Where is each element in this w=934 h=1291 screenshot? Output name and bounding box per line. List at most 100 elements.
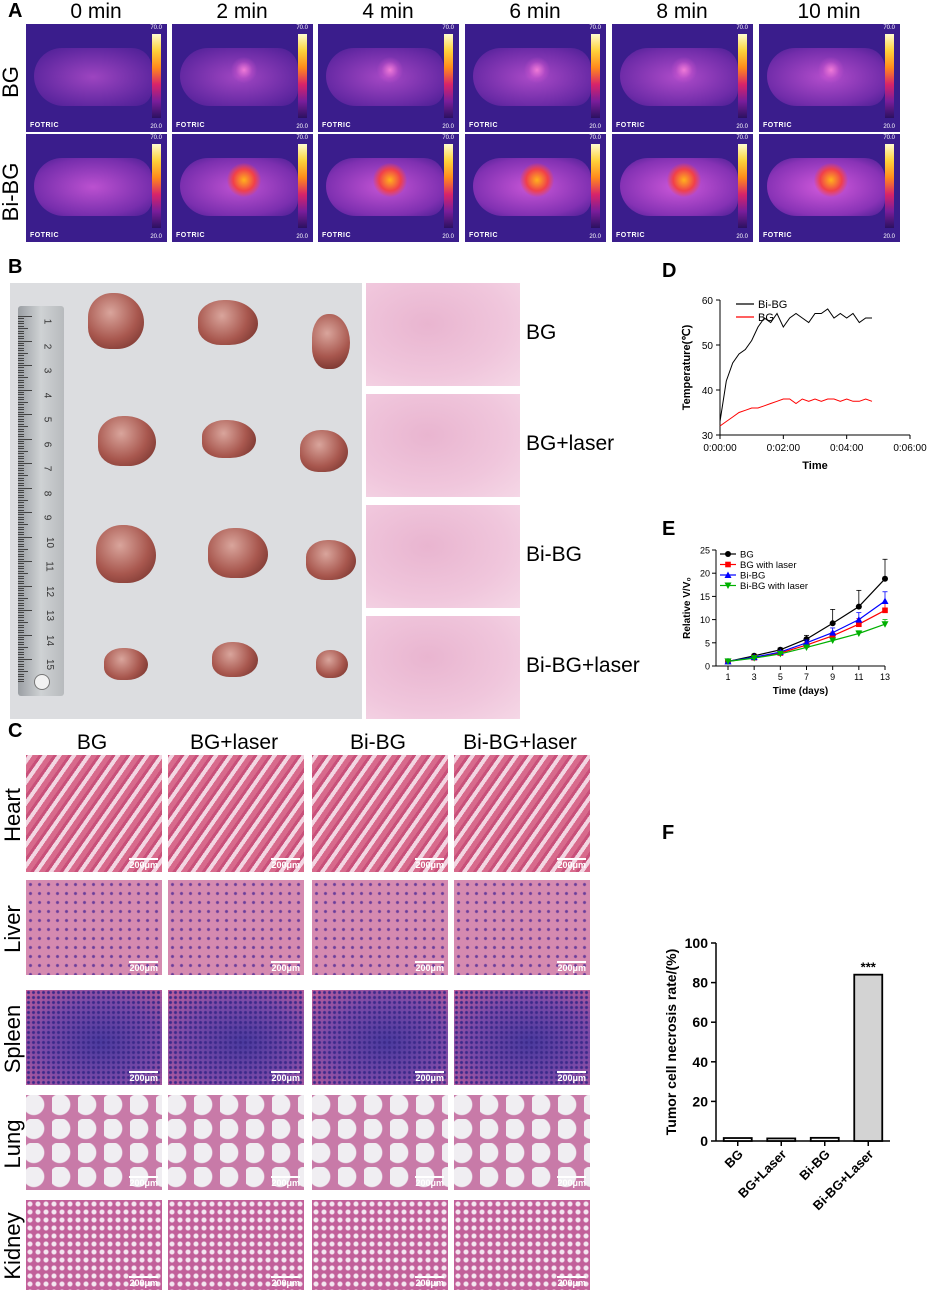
ruler-tick <box>18 538 24 540</box>
brand-text: FOTRIC <box>322 122 352 129</box>
ruler-tick <box>18 350 24 352</box>
lung-tissue: 200μm <box>26 1095 162 1190</box>
ruler-tick <box>18 333 24 335</box>
brand-text: FOTRIC <box>763 232 793 239</box>
ruler-tick <box>18 622 28 624</box>
scale-min: 20.0 <box>296 124 308 130</box>
ruler-number: 5 <box>41 416 53 423</box>
ruler-tick <box>18 463 32 464</box>
y-tick-label: 80 <box>692 975 708 991</box>
he-section <box>366 616 520 719</box>
color-scale <box>885 34 894 118</box>
ruler-tick <box>18 629 24 631</box>
scale-bar: 200μm <box>271 858 300 870</box>
ruler-tick <box>18 357 24 359</box>
color-scale <box>298 34 307 118</box>
ruler-tick <box>18 632 24 634</box>
ruler-number: 7 <box>41 465 53 472</box>
tumor-specimen <box>198 300 258 345</box>
thermal-image: 70.0 20.0 FOTRIC <box>172 134 313 242</box>
brand-text: FOTRIC <box>176 122 206 129</box>
ruler-tick <box>18 649 24 651</box>
ruler-tick <box>18 394 24 396</box>
panel-b-label: B <box>8 256 23 278</box>
ruler-tick <box>18 619 24 621</box>
x-tick-label: 0:00:00 <box>703 443 737 454</box>
scale-max: 70.0 <box>150 135 162 141</box>
thermal-image: 70.0 20.0 FOTRIC <box>465 134 606 242</box>
x-tick-label: Bi-BG <box>796 1147 833 1184</box>
scale-bar: 200μm <box>271 1176 300 1188</box>
ruler-tick <box>18 389 32 391</box>
ruler-tick <box>18 663 24 665</box>
ruler-tick <box>18 514 24 516</box>
ruler-tick <box>18 595 24 597</box>
ruler-tick <box>18 524 28 526</box>
tumor-photo <box>10 283 362 719</box>
ruler-tick <box>18 445 24 447</box>
x-axis-title: Time <box>802 460 827 472</box>
scale-bar: 200μm <box>415 1071 444 1083</box>
spleen-tissue: 200μm <box>312 990 448 1085</box>
time-label: 8 min <box>656 0 708 23</box>
ruler-number: 11 <box>43 561 55 572</box>
tumor-specimen <box>300 430 348 472</box>
ruler-tick <box>18 634 32 636</box>
ruler-tick <box>18 438 32 440</box>
ruler-hole <box>34 674 50 690</box>
ruler-tick <box>18 651 24 653</box>
data-point <box>829 629 837 636</box>
ruler-tick <box>18 406 24 408</box>
scale-min: 20.0 <box>296 234 308 240</box>
x-tick-label: 3 <box>752 672 757 682</box>
x-tick-label: 0:04:00 <box>830 443 864 454</box>
temperature-chart: 30 40 50 60 0:00:00 0:02:00 0:04:00 0:06:00 Time… <box>681 296 927 472</box>
thermal-image: 70.0 20.0 FOTRIC <box>759 134 900 242</box>
ruler-tick <box>18 551 24 553</box>
liver-tissue: 200μm <box>26 880 162 975</box>
ruler-number: 6 <box>41 441 53 447</box>
ruler-tick <box>18 578 24 580</box>
color-scale <box>885 144 894 228</box>
ruler-number: 15 <box>44 658 56 671</box>
ruler-tick <box>18 676 24 678</box>
y-tick-label: 20 <box>700 569 710 579</box>
ruler-tick <box>18 379 24 381</box>
data-point <box>855 603 862 610</box>
data-point <box>829 637 837 644</box>
scale-max: 70.0 <box>883 25 895 31</box>
data-point <box>776 650 784 658</box>
ruler-tick <box>18 404 24 406</box>
color-scale <box>444 144 453 228</box>
scale-bar: 200μm <box>271 1071 300 1083</box>
ruler-tick <box>18 516 24 518</box>
ruler-tick <box>18 570 24 572</box>
ruler-tick <box>18 487 32 489</box>
time-label: 10 min <box>797 0 861 23</box>
ruler-tick <box>18 585 32 587</box>
ruler-tick <box>18 504 24 506</box>
y-tick-label: 25 <box>700 546 710 556</box>
tumor-specimen <box>98 416 156 466</box>
ruler-tick <box>18 600 24 602</box>
ruler-tick <box>18 318 24 320</box>
scale-bar: 200μm <box>129 1176 158 1188</box>
series-line-bi-bg <box>719 308 872 422</box>
color-scale <box>152 34 161 118</box>
color-scale <box>444 34 453 118</box>
data-point <box>803 636 810 643</box>
ruler-tick <box>18 678 24 680</box>
ruler-tick <box>18 489 24 491</box>
ruler-tick <box>18 428 24 430</box>
ruler-tick <box>18 475 28 477</box>
tumor-specimen <box>88 293 144 349</box>
ruler-tick <box>18 492 24 494</box>
bar <box>853 973 884 1142</box>
x-axis-title: Time (days) <box>773 686 828 697</box>
y-tick-label: 30 <box>702 431 714 442</box>
data-point <box>856 621 862 628</box>
time-label: 2 min <box>216 0 268 23</box>
color-scale <box>591 144 600 228</box>
ruler-tick <box>18 573 28 575</box>
